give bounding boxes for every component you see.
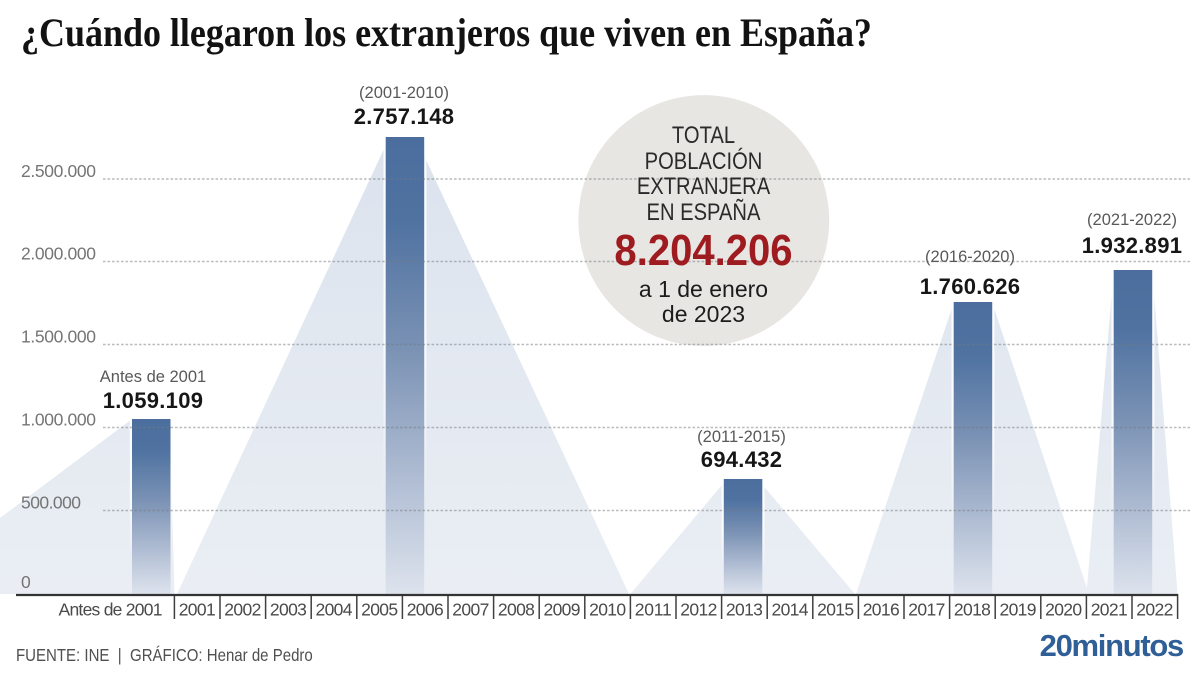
svg-text:2009: 2009 <box>544 600 581 620</box>
svg-text:2006: 2006 <box>407 600 444 620</box>
svg-text:2005: 2005 <box>361 600 398 620</box>
svg-text:0: 0 <box>21 572 31 592</box>
svg-text:2016: 2016 <box>863 600 900 620</box>
svg-text:2014: 2014 <box>772 600 809 620</box>
svg-text:2018: 2018 <box>954 600 991 620</box>
svg-text:2019: 2019 <box>1000 600 1037 620</box>
svg-text:2021: 2021 <box>1091 600 1128 620</box>
svg-text:2022: 2022 <box>1136 600 1173 620</box>
svg-text:2.500.000: 2.500.000 <box>21 161 96 181</box>
svg-text:2012: 2012 <box>680 600 717 620</box>
svg-text:2011: 2011 <box>635 600 672 620</box>
svg-text:2020: 2020 <box>1045 600 1082 620</box>
svg-text:1.000.000: 1.000.000 <box>21 410 96 430</box>
svg-text:1.500.000: 1.500.000 <box>21 327 96 347</box>
svg-text:2001: 2001 <box>179 600 216 620</box>
svg-text:Antes de 2001: Antes de 2001 <box>59 600 163 620</box>
svg-text:2.000.000: 2.000.000 <box>21 244 96 264</box>
svg-text:2007: 2007 <box>452 600 489 620</box>
svg-text:2013: 2013 <box>726 600 763 620</box>
svg-text:2017: 2017 <box>908 600 945 620</box>
svg-text:2003: 2003 <box>270 600 307 620</box>
svg-text:2015: 2015 <box>817 600 854 620</box>
svg-text:2010: 2010 <box>589 600 626 620</box>
svg-text:2008: 2008 <box>498 600 535 620</box>
svg-text:500.000: 500.000 <box>21 493 81 513</box>
svg-text:2004: 2004 <box>316 600 353 620</box>
svg-text:2002: 2002 <box>224 600 261 620</box>
